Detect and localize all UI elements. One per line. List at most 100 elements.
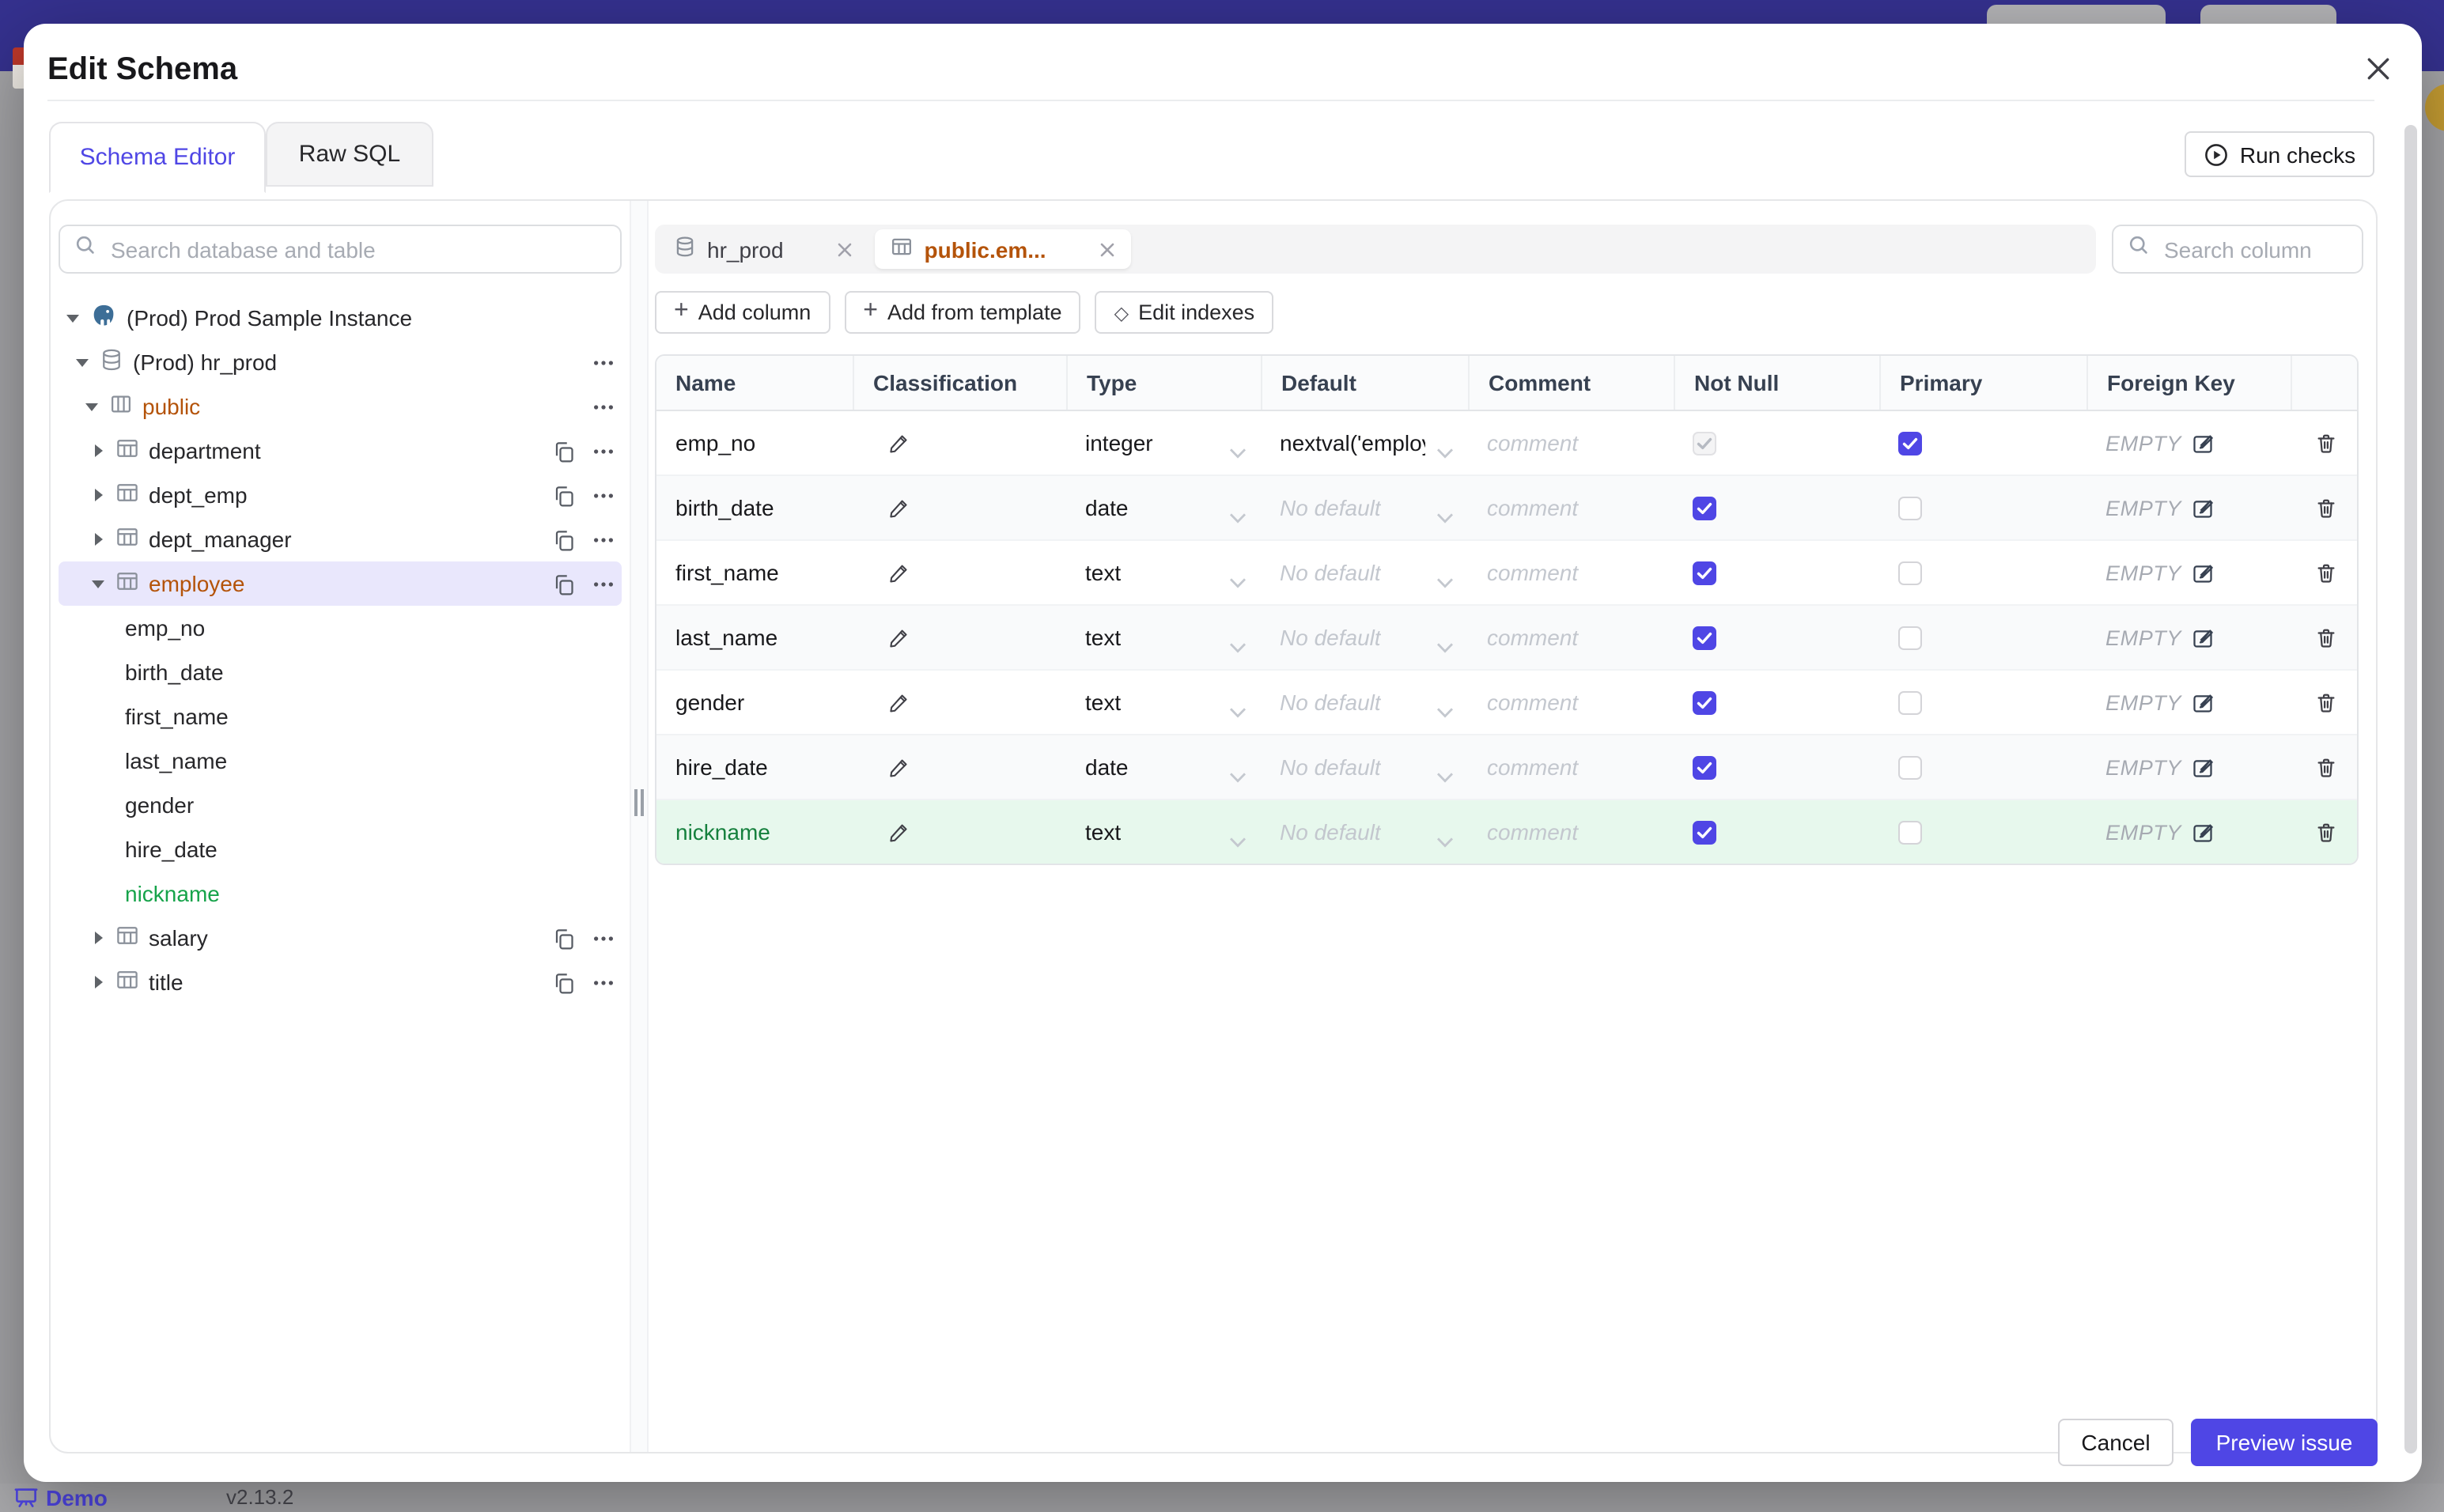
chevron-right-icon[interactable] xyxy=(90,932,106,944)
primary-checkbox[interactable] xyxy=(1898,496,1922,520)
tree-item-column-last-name[interactable]: last_name xyxy=(59,739,622,783)
edit-foreign-key-icon[interactable] xyxy=(2191,561,2215,584)
type-select[interactable]: text xyxy=(1066,541,1261,604)
type-select[interactable]: text xyxy=(1066,800,1261,864)
edit-indexes-button[interactable]: ◇ Edit indexes xyxy=(1095,291,1274,334)
type-select[interactable]: text xyxy=(1066,671,1261,734)
edit-foreign-key-icon[interactable] xyxy=(2191,626,2215,649)
default-select[interactable]: No default xyxy=(1261,476,1468,539)
not-null-checkbox[interactable] xyxy=(1693,496,1716,520)
copy-icon[interactable] xyxy=(552,527,576,551)
more-icon[interactable] xyxy=(592,572,615,595)
chevron-down-icon[interactable] xyxy=(65,314,81,322)
tree-item-table-salary[interactable]: salary xyxy=(59,916,622,960)
not-null-checkbox[interactable] xyxy=(1693,820,1716,844)
classification-pencil-icon[interactable] xyxy=(886,496,910,520)
tree-item-column-gender[interactable]: gender xyxy=(59,783,622,827)
edit-foreign-key-icon[interactable] xyxy=(2191,496,2215,520)
add-from-template-button[interactable]: + Add from template xyxy=(844,291,1081,334)
more-icon[interactable] xyxy=(592,527,615,551)
classification-pencil-icon[interactable] xyxy=(886,431,910,455)
delete-column-icon[interactable] xyxy=(2313,626,2337,649)
tree-search-input[interactable] xyxy=(108,235,606,263)
type-select[interactable]: date xyxy=(1066,735,1261,799)
column-name[interactable]: hire_date xyxy=(675,754,768,780)
chevron-right-icon[interactable] xyxy=(90,976,106,988)
chevron-down-icon[interactable] xyxy=(74,358,90,366)
delete-column-icon[interactable] xyxy=(2313,820,2337,844)
chevron-down-icon[interactable] xyxy=(84,403,100,410)
primary-checkbox[interactable] xyxy=(1898,561,1922,584)
copy-icon[interactable] xyxy=(552,483,576,507)
close-icon[interactable] xyxy=(838,241,853,257)
primary-checkbox[interactable] xyxy=(1898,431,1922,455)
tree-item-column-first-name[interactable]: first_name xyxy=(59,694,622,739)
more-icon[interactable] xyxy=(592,970,615,994)
not-null-checkbox[interactable] xyxy=(1693,755,1716,779)
tree-item-column-emp-no[interactable]: emp_no xyxy=(59,606,622,650)
comment-field[interactable]: comment xyxy=(1487,819,1579,845)
edit-foreign-key-icon[interactable] xyxy=(2191,820,2215,844)
default-select[interactable]: No default xyxy=(1261,671,1468,734)
column-name[interactable]: emp_no xyxy=(675,430,756,455)
type-select[interactable]: text xyxy=(1066,606,1261,669)
comment-field[interactable]: comment xyxy=(1487,560,1579,585)
primary-checkbox[interactable] xyxy=(1898,626,1922,649)
more-icon[interactable] xyxy=(592,439,615,463)
tree-item-instance[interactable]: (Prod) Prod Sample Instance xyxy=(59,296,622,340)
column-name[interactable]: first_name xyxy=(675,560,779,585)
more-icon[interactable] xyxy=(592,926,615,950)
modal-scrollbar[interactable] xyxy=(2404,125,2417,1453)
classification-pencil-icon[interactable] xyxy=(886,626,910,649)
default-select[interactable]: No default xyxy=(1261,606,1468,669)
column-name[interactable]: last_name xyxy=(675,625,778,650)
primary-checkbox[interactable] xyxy=(1898,690,1922,714)
classification-pencil-icon[interactable] xyxy=(886,690,910,714)
tree-item-column-hire-date[interactable]: hire_date xyxy=(59,827,622,871)
edit-foreign-key-icon[interactable] xyxy=(2191,690,2215,714)
not-null-checkbox[interactable] xyxy=(1693,431,1716,455)
tab-raw-sql[interactable]: Raw SQL xyxy=(266,122,433,187)
column-name[interactable]: gender xyxy=(675,690,745,715)
comment-field[interactable]: comment xyxy=(1487,430,1579,455)
comment-field[interactable]: comment xyxy=(1487,625,1579,650)
default-select[interactable]: nextval('employ xyxy=(1261,411,1468,474)
classification-pencil-icon[interactable] xyxy=(886,820,910,844)
tree-item-table-title[interactable]: title xyxy=(59,960,622,1004)
tree-item-database-hr-prod[interactable]: (Prod) hr_prod xyxy=(59,340,622,384)
tree-item-column-nickname[interactable]: nickname xyxy=(59,871,622,916)
primary-checkbox[interactable] xyxy=(1898,755,1922,779)
column-name[interactable]: nickname xyxy=(675,819,770,845)
delete-column-icon[interactable] xyxy=(2313,431,2337,455)
more-icon[interactable] xyxy=(592,395,615,418)
preview-issue-button[interactable]: Preview issue xyxy=(2191,1419,2378,1466)
tree-item-table-dept-emp[interactable]: dept_emp xyxy=(59,473,622,517)
tab-chip-public-employee[interactable]: public.em... xyxy=(875,229,1132,269)
default-select[interactable]: No default xyxy=(1261,735,1468,799)
delete-column-icon[interactable] xyxy=(2313,496,2337,520)
tab-chip-hr-prod[interactable]: hr_prod xyxy=(674,229,853,269)
edit-foreign-key-icon[interactable] xyxy=(2191,755,2215,779)
column-search-input[interactable] xyxy=(2161,235,2348,263)
not-null-checkbox[interactable] xyxy=(1693,690,1716,714)
tree-item-column-birth-date[interactable]: birth_date xyxy=(59,650,622,694)
delete-column-icon[interactable] xyxy=(2313,690,2337,714)
column-name[interactable]: birth_date xyxy=(675,495,774,520)
comment-field[interactable]: comment xyxy=(1487,754,1579,780)
copy-icon[interactable] xyxy=(552,572,576,595)
default-select[interactable]: No default xyxy=(1261,800,1468,864)
classification-pencil-icon[interactable] xyxy=(886,755,910,779)
add-column-button[interactable]: + Add column xyxy=(655,291,830,334)
chevron-right-icon[interactable] xyxy=(90,444,106,457)
chevron-right-icon[interactable] xyxy=(90,489,106,501)
delete-column-icon[interactable] xyxy=(2313,561,2337,584)
classification-pencil-icon[interactable] xyxy=(886,561,910,584)
close-icon[interactable] xyxy=(2360,51,2395,85)
chevron-down-icon[interactable] xyxy=(90,580,106,588)
delete-column-icon[interactable] xyxy=(2313,755,2337,779)
close-icon[interactable] xyxy=(1100,241,1116,257)
default-select[interactable]: No default xyxy=(1261,541,1468,604)
comment-field[interactable]: comment xyxy=(1487,690,1579,715)
copy-icon[interactable] xyxy=(552,970,576,994)
demo-link[interactable]: Demo xyxy=(46,1485,108,1510)
